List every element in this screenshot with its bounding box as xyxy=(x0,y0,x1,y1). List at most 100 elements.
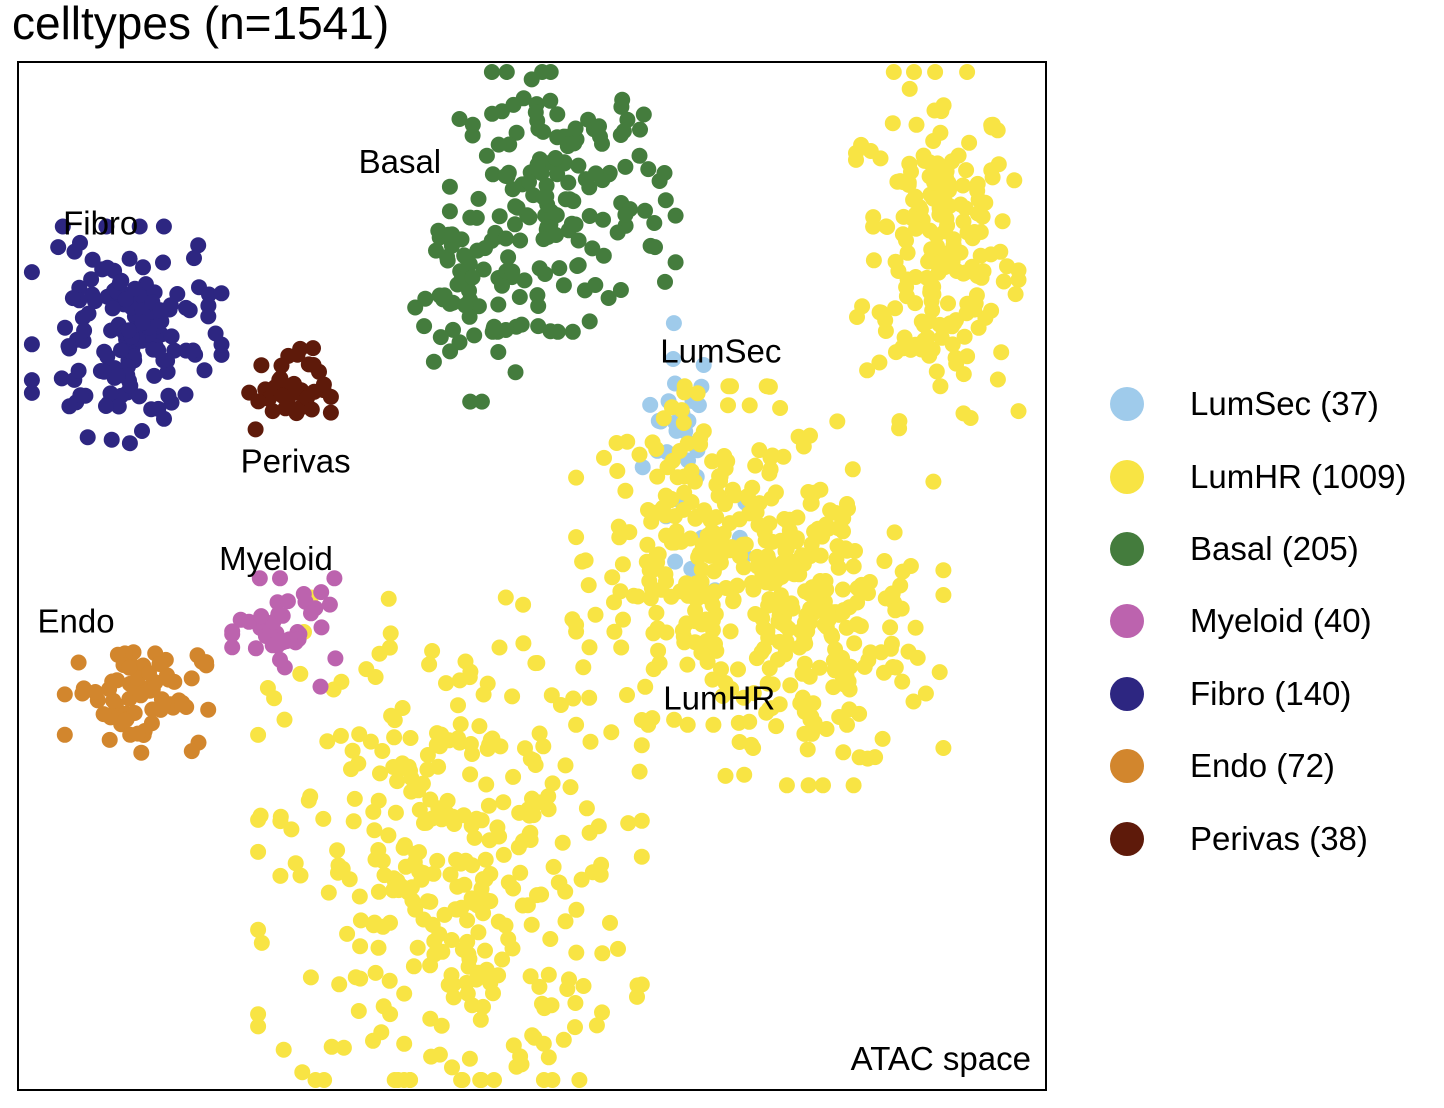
point-lumhr xyxy=(344,742,361,759)
point-lumhr xyxy=(419,747,436,763)
point-lumhr xyxy=(898,279,915,296)
point-lumhr xyxy=(666,508,683,525)
point-lumhr xyxy=(419,761,436,778)
point-lumhr xyxy=(874,730,891,747)
point-lumhr xyxy=(830,559,847,576)
legend-item-lumhr: LumHR (1009) xyxy=(1110,440,1406,512)
point-lumhr xyxy=(523,916,540,933)
point-lumhr xyxy=(959,224,976,241)
point-lumhr xyxy=(633,812,650,829)
point-perivas xyxy=(322,404,339,421)
point-lumhr xyxy=(921,168,938,185)
point-lumhr xyxy=(956,328,973,345)
point-lumhr xyxy=(772,400,789,416)
point-fibro xyxy=(152,302,169,319)
point-lumhr xyxy=(947,349,964,366)
point-lumhr xyxy=(283,821,300,838)
point-endo xyxy=(141,665,157,681)
point-lumhr xyxy=(717,767,734,784)
legend-label: Basal (205) xyxy=(1190,529,1359,567)
point-basal xyxy=(667,254,684,271)
point-lumhr xyxy=(614,556,631,573)
point-lumhr xyxy=(365,803,382,820)
point-endo xyxy=(129,725,146,742)
legend-label: Endo (72) xyxy=(1190,747,1335,785)
point-lumhr xyxy=(796,725,813,742)
point-fibro xyxy=(23,264,40,281)
points-layer xyxy=(23,64,1027,1088)
point-endo xyxy=(133,744,150,761)
point-basal xyxy=(637,202,653,219)
point-lumhr xyxy=(935,97,952,114)
point-perivas xyxy=(315,376,332,393)
point-lumhr xyxy=(856,658,873,675)
point-lumhr xyxy=(955,265,972,282)
point-lumhr xyxy=(900,643,917,660)
point-lumhr xyxy=(329,842,346,859)
point-lumhr xyxy=(835,744,852,761)
point-lumhr xyxy=(848,145,864,161)
series-fibro xyxy=(23,218,230,452)
point-lumhr xyxy=(341,871,358,888)
point-lumhr xyxy=(1007,286,1024,303)
point-fibro xyxy=(155,254,171,271)
point-lumhr xyxy=(886,524,903,541)
point-lumhr xyxy=(351,888,368,905)
point-basal xyxy=(570,157,587,174)
point-lumhr xyxy=(692,436,709,453)
series-lumhr xyxy=(250,64,1027,1088)
point-basal xyxy=(508,124,525,141)
point-basal xyxy=(486,318,503,335)
point-lumhr xyxy=(445,976,462,993)
point-fibro xyxy=(80,305,97,322)
point-basal xyxy=(535,189,552,206)
point-lumhr xyxy=(394,755,411,772)
point-lumhr xyxy=(250,843,267,860)
point-fibro xyxy=(112,274,128,291)
point-lumhr xyxy=(822,502,839,519)
point-myeloid xyxy=(253,608,270,625)
point-lumhr xyxy=(929,238,945,255)
point-lumhr xyxy=(350,755,367,772)
point-lumhr xyxy=(568,529,585,546)
point-lumhr xyxy=(972,247,989,264)
series-perivas xyxy=(241,340,339,438)
point-lumhr xyxy=(535,1072,552,1088)
point-perivas xyxy=(274,387,291,404)
point-lumhr xyxy=(582,733,599,750)
point-lumhr xyxy=(405,958,422,975)
point-perivas xyxy=(250,393,267,410)
point-lumhr xyxy=(617,482,634,499)
point-fibro xyxy=(109,367,126,384)
point-basal xyxy=(494,277,510,294)
point-lumhr xyxy=(571,1072,588,1088)
point-lumhr xyxy=(693,561,710,578)
point-lumhr xyxy=(706,583,723,600)
point-basal xyxy=(417,290,434,307)
point-lumhr xyxy=(637,678,654,695)
point-lumhr xyxy=(968,287,985,304)
point-fibro xyxy=(23,384,40,401)
point-lumhr xyxy=(689,385,706,402)
point-lumhr xyxy=(352,938,369,955)
point-lumhr xyxy=(613,639,630,656)
legend-label: Myeloid (40) xyxy=(1190,602,1372,640)
point-lumhr xyxy=(629,977,646,994)
point-lumhr xyxy=(717,675,734,691)
point-fibro xyxy=(150,342,167,359)
point-endo xyxy=(183,670,200,687)
point-fibro xyxy=(121,250,138,267)
point-basal xyxy=(592,128,608,145)
point-lumhr xyxy=(993,344,1010,361)
point-lumhr xyxy=(639,536,656,553)
point-lumhr xyxy=(704,453,721,470)
point-lumhr xyxy=(969,267,986,284)
point-lumhr xyxy=(887,659,904,676)
chart-title: celltypes (n=1541) xyxy=(12,0,390,49)
point-lumhr xyxy=(724,481,741,498)
point-lumhr xyxy=(557,757,574,774)
point-lumhr xyxy=(779,563,796,580)
point-lumhr xyxy=(721,515,738,532)
point-lumhr xyxy=(292,867,309,884)
point-lumhr xyxy=(522,751,539,767)
